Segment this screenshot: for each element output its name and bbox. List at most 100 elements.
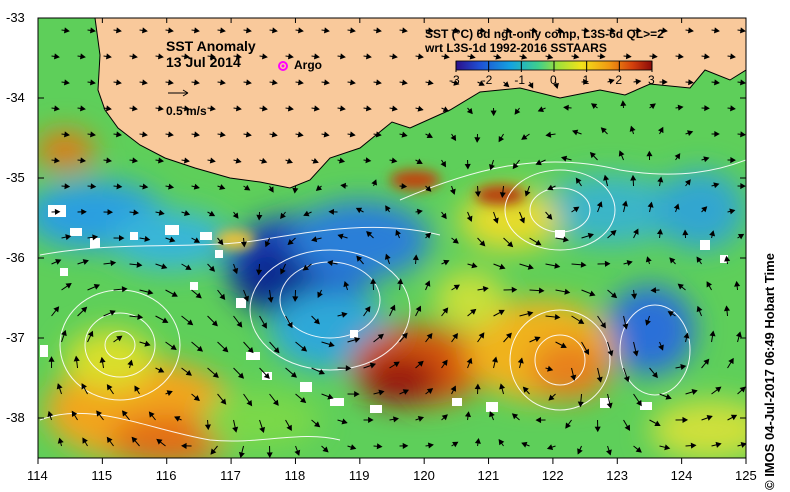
current-vector-head <box>450 385 457 392</box>
current-vector-head <box>92 234 99 241</box>
current-vector-head <box>232 267 239 275</box>
current-vector-head <box>661 27 668 34</box>
current-vector-head <box>499 383 506 390</box>
current-vector-head <box>740 131 746 138</box>
current-vector-head <box>560 155 568 162</box>
current-vector-head <box>187 319 194 326</box>
map-title: SST Anomaly <box>166 38 256 54</box>
current-vector-head <box>302 264 309 271</box>
current-vector-head <box>669 257 676 264</box>
current-vector-head <box>313 105 320 112</box>
current-vector-head <box>519 217 525 224</box>
current-vector-head <box>535 416 542 424</box>
current-vector-head <box>271 79 278 86</box>
current-vector-head <box>665 393 672 400</box>
y-tick-label: -34 <box>6 90 25 105</box>
y-tick-label: -38 <box>6 410 25 425</box>
current-vector-head <box>609 27 616 34</box>
x-tick-label: 115 <box>91 468 113 483</box>
current-vector-head <box>287 321 293 329</box>
current-vector-head <box>714 130 720 138</box>
colorbar-title-line1: SST (°C) 6d ngt-only comp, L3S-6d QL>=2 <box>425 27 664 41</box>
x-tick-label: 114 <box>27 468 48 483</box>
current-vector-head <box>424 280 431 287</box>
current-vector-head <box>89 79 96 86</box>
current-vector-head <box>311 236 318 243</box>
current-vector-head <box>196 345 204 352</box>
current-vector-head <box>527 82 534 89</box>
current-vector-head <box>739 27 746 34</box>
current-vector-head <box>737 233 745 240</box>
current-vector-head <box>650 287 657 294</box>
current-vector-head <box>691 389 698 395</box>
map-date: 13 Jul 2014 <box>166 54 241 70</box>
current-vector-head <box>384 253 391 260</box>
current-vector-head <box>167 27 174 34</box>
current-vector-head <box>547 184 554 191</box>
current-vector-head <box>600 127 607 134</box>
current-vector-head <box>63 79 70 86</box>
current-vector-head <box>696 305 703 313</box>
current-vector-head <box>440 161 446 168</box>
current-vector-head <box>517 357 524 364</box>
current-vector-head <box>90 131 96 138</box>
current-vector-head <box>453 79 460 86</box>
current-vector-head <box>134 385 140 392</box>
current-vector-head <box>505 332 512 339</box>
current-vector-head <box>245 27 252 34</box>
current-vector-head <box>245 79 252 86</box>
current-vector-head <box>170 344 177 351</box>
current-vector-head <box>587 232 594 239</box>
current-vector-head <box>268 186 274 193</box>
current-vector-head <box>157 105 164 112</box>
current-vector-head <box>580 261 587 268</box>
current-vector-head <box>583 348 590 356</box>
current-vector-head <box>183 105 190 112</box>
current-vector-head <box>730 157 736 164</box>
current-vector-head <box>323 79 330 86</box>
current-vector-head <box>521 441 528 448</box>
current-vector-head <box>682 229 689 236</box>
current-vector-head <box>453 284 460 291</box>
current-vector-head <box>115 79 122 86</box>
current-vector-head <box>219 131 226 138</box>
current-vector-head <box>470 308 477 315</box>
current-vector-head <box>53 105 60 112</box>
current-vector-head <box>345 365 352 372</box>
current-vector-head <box>389 304 396 311</box>
current-vector-head <box>303 210 310 217</box>
current-vector-head <box>682 416 689 423</box>
current-vector-head <box>730 105 736 112</box>
current-vector-head <box>168 183 175 190</box>
current-vector-head <box>212 371 219 378</box>
current-vector-head <box>209 157 216 164</box>
current-vector-head <box>209 265 216 272</box>
current-vector-head <box>563 104 569 111</box>
current-vector-head <box>322 446 329 453</box>
current-vector-head <box>368 416 374 424</box>
current-vector-head <box>158 367 165 373</box>
current-vector-head <box>443 259 450 266</box>
y-tick-label: -36 <box>6 250 25 265</box>
current-vector-head <box>606 402 613 409</box>
current-vector-head <box>64 183 71 190</box>
current-vector-head <box>287 105 294 112</box>
current-vector-head <box>469 53 476 60</box>
current-vector-head <box>478 80 485 86</box>
current-vector-head <box>606 449 612 456</box>
colorbar-tick-label: 3 <box>648 73 655 87</box>
current-vector-head <box>300 397 307 404</box>
current-vector-head <box>511 413 519 420</box>
current-vector-head <box>220 398 227 405</box>
current-vector-head <box>662 78 668 86</box>
current-vector-head <box>54 208 61 215</box>
current-vector-head <box>183 53 190 60</box>
current-vector-head <box>79 53 86 60</box>
current-vector-head <box>688 79 694 86</box>
current-vector-head <box>193 395 200 402</box>
current-vector-head <box>167 131 174 138</box>
current-vector-head <box>364 306 371 313</box>
current-vector-head <box>99 356 106 363</box>
current-vector-head <box>109 310 116 316</box>
current-vector-head <box>548 394 555 401</box>
